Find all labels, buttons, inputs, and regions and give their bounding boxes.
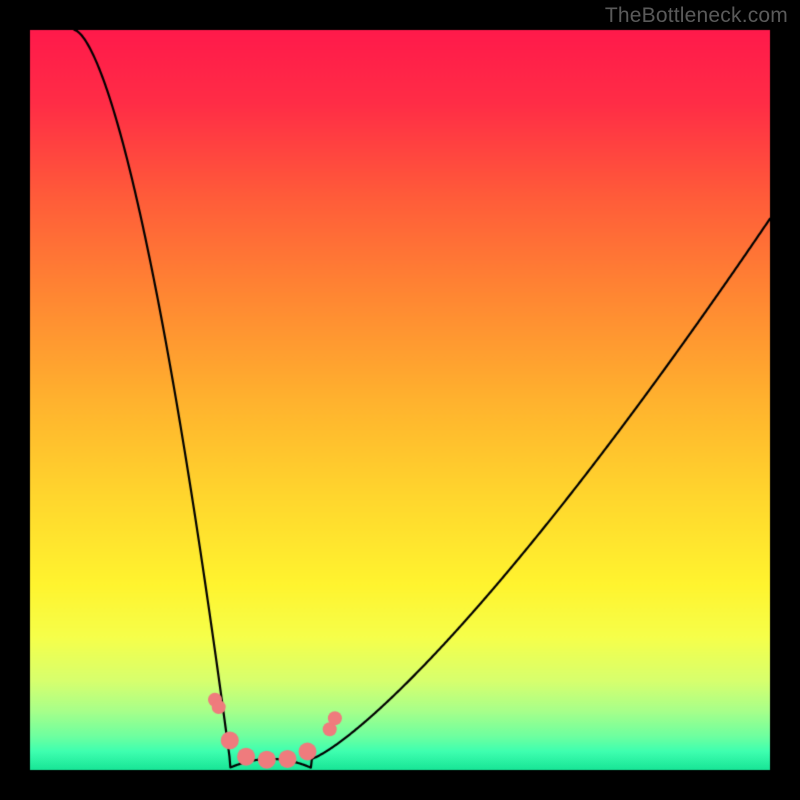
watermark-text: TheBottleneck.com: [605, 4, 788, 28]
bottleneck-chart-canvas: [0, 0, 800, 800]
